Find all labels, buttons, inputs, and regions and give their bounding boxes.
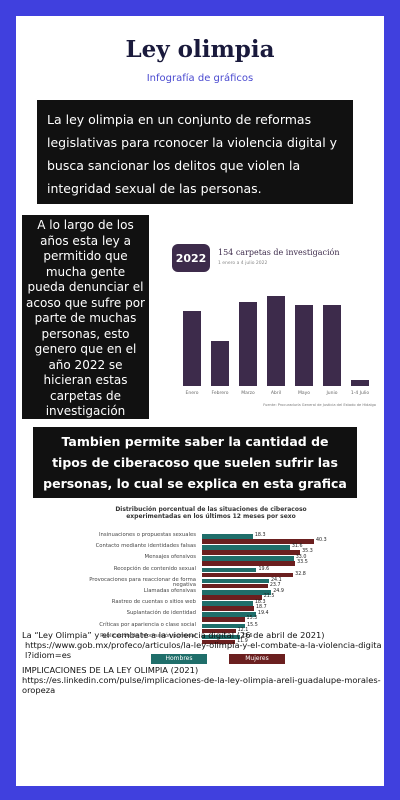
bar [183, 311, 201, 386]
value-label: 15.3 [246, 616, 258, 622]
bar [202, 601, 253, 606]
bar [239, 302, 257, 386]
category-label: Rastreo de cuentas o sitios web [111, 599, 196, 606]
references: La “Ley Olimpia” y el combate a la viole… [22, 630, 382, 695]
category-label: Contacto mediante identidades falsas [95, 543, 196, 550]
bar [351, 380, 369, 386]
bar [202, 634, 240, 640]
source: Fuente: Procuraduría General de Justicia… [263, 403, 376, 407]
badge: 2022 [176, 252, 207, 265]
subtitle: Infografía de gráficos [146, 73, 254, 84]
ref-title: La “Ley Olimpia” y el combate a la viole… [22, 630, 325, 640]
category-label: Insinuaciones o propuestas sexuales [98, 532, 196, 538]
x-tick-label: Febrero [212, 390, 229, 396]
bar [267, 296, 285, 386]
chart-1: 2022 154 carpetas de investigación 1 enero… [160, 222, 384, 414]
bar [202, 550, 301, 555]
value-label: 15.5 [247, 622, 258, 628]
value-label: 31.6 [291, 544, 303, 550]
bar [202, 572, 294, 578]
category-label: Mensajes ofensivos [144, 554, 196, 561]
legend-entry: Hombres [151, 654, 207, 664]
bar [202, 567, 257, 573]
value-label: 33.0 [295, 555, 307, 561]
value-label: 24.9 [273, 589, 284, 594]
value-label: 19.4 [257, 611, 269, 617]
bar [202, 556, 294, 561]
category-label: Suplantación de identidad [126, 610, 196, 617]
chart-2: Distribución porcentual de las situacion… [86, 506, 336, 666]
panel: Ley olimpia Infografía de gráficos La le… [16, 16, 384, 786]
side-box: A lo largo de los años esta ley a permit… [22, 215, 149, 419]
bar [211, 341, 229, 386]
bar [202, 623, 246, 629]
bar [202, 617, 245, 622]
bar [202, 578, 269, 584]
value-label: 11.9 [237, 638, 248, 644]
bar [202, 539, 314, 544]
category-label: Críticas por apariencia o clase social [99, 621, 196, 628]
value-label: 40.3 [316, 538, 327, 543]
bar [202, 534, 253, 539]
ref-url: https://www.gob.mx/profeco/articulos/la-… [25, 640, 382, 660]
bar [295, 305, 313, 386]
value-label: 24.1 [270, 577, 282, 583]
bar [202, 561, 296, 566]
chart-title: 154 carpetas de investigación [218, 248, 340, 257]
x-tick-label: Junio [325, 390, 337, 396]
category-label: Publicación de información personal [100, 632, 196, 639]
bar [202, 612, 256, 617]
intro-box: La ley olimpia en un conjunto de reforma… [37, 100, 353, 204]
x-tick-label: 1-4 Julio [351, 390, 369, 396]
value-label: 12.1 [237, 627, 249, 633]
bar [202, 606, 254, 611]
bar [202, 628, 236, 634]
x-tick-label: Enero [186, 390, 199, 396]
middle-box: Tambien permite saber la cantidad de tip… [33, 427, 357, 498]
badge-bg [172, 244, 210, 272]
value-label: 18.3 [254, 600, 266, 606]
value-label: 32.8 [295, 571, 306, 577]
x-tick-label: Mayo [298, 390, 310, 396]
value-label: 13.6 [241, 633, 253, 639]
category-label: Recepción de contenido sexual [113, 565, 196, 572]
value-label: 33.5 [297, 560, 308, 566]
value-label: 21.5 [263, 594, 275, 599]
x-tick-label: Marzo [241, 390, 255, 396]
legend-entry: Mujeres [229, 654, 285, 664]
value-label: 18.3 [254, 533, 266, 538]
value-label: 18.7 [255, 605, 267, 611]
bar [202, 639, 236, 645]
category-label: Llamadas ofensivas [143, 588, 196, 594]
bar [202, 595, 262, 600]
bar [202, 583, 268, 589]
chart-title: Distribución porcentual de las situacion… [115, 506, 307, 520]
bar [202, 545, 290, 550]
category-label: Provocaciones para reaccionar de forma n… [89, 576, 196, 589]
value-label: 35.3 [302, 549, 313, 555]
value-label: 19.6 [258, 566, 270, 572]
ref-url: https://es.linkedin.com/pulse/implicacio… [22, 675, 381, 695]
x-tick-label: Abril [271, 390, 281, 396]
chart-subtitle: 1 enero a 4 julio 2022 [218, 260, 267, 266]
value-label: 23.7 [269, 582, 281, 588]
bar [323, 305, 341, 386]
bar [202, 590, 272, 595]
ref-title: IMPLICACIONES DE LA LEY OLIMPIA (2021) [22, 665, 199, 675]
title: Ley olimpia [125, 36, 275, 63]
